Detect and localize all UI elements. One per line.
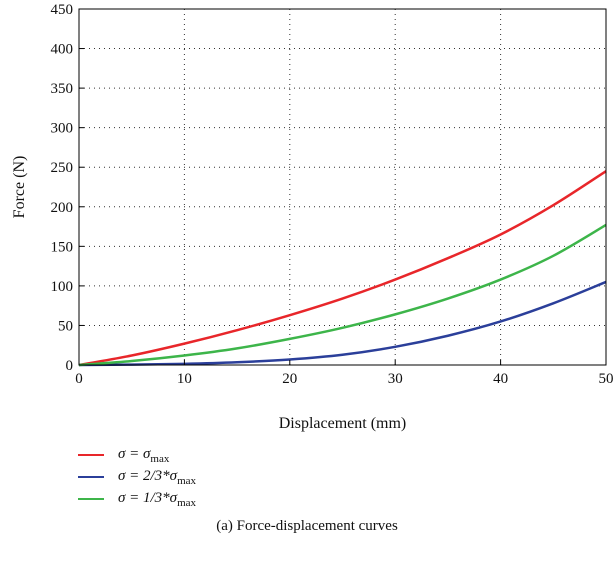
y-tick-label: 350 — [51, 81, 74, 97]
legend-label-main: σ = 2/3*σ — [118, 467, 178, 484]
legend-swatch-red — [78, 454, 104, 456]
legend-item-sigma-max: σ = σmax — [78, 444, 196, 466]
y-tick-label: 200 — [51, 200, 74, 216]
series-line-sigma-two-thirds — [78, 280, 607, 367]
legend: σ = σmax σ = 2/3*σmax σ = 1/3*σmax — [78, 444, 196, 510]
x-tick-label: 50 — [599, 371, 614, 387]
x-axis-label: Displacement (mm) — [279, 415, 407, 432]
x-tick-label: 0 — [75, 371, 83, 387]
legend-label-sub: max — [177, 474, 197, 487]
legend-label-sub: max — [177, 496, 197, 509]
x-tick-label: 30 — [388, 371, 403, 387]
legend-label-main: σ = 1/3*σ — [118, 489, 178, 506]
y-tick-label: 0 — [66, 358, 74, 374]
y-tick-label: 150 — [51, 239, 74, 255]
series-line-sigma-one-third — [78, 223, 607, 367]
y-tick-label: 50 — [58, 318, 73, 334]
legend-label-main: σ = σ — [118, 445, 151, 462]
tick-marks — [78, 8, 607, 366]
legend-swatch-green — [78, 498, 104, 500]
legend-swatch-blue — [78, 476, 104, 478]
plot-frame — [78, 8, 607, 366]
y-tick-label: 250 — [51, 160, 74, 176]
y-axis-label: Force (N) — [11, 156, 28, 219]
series-lines — [78, 170, 607, 367]
y-tick-label: 450 — [51, 2, 74, 18]
y-tick-label: 100 — [51, 279, 74, 295]
x-tick-label: 40 — [493, 371, 508, 387]
x-tick-label: 20 — [282, 371, 297, 387]
legend-label: σ = σmax — [118, 446, 169, 465]
tick-labels: 0 10 20 30 40 50 0 50 100 150 200 250 300 350 400 450 — [51, 2, 614, 387]
legend-item-sigma-one-third: σ = 1/3*σmax — [78, 488, 196, 510]
y-tick-label: 400 — [51, 42, 74, 58]
y-tick-label: 300 — [51, 121, 74, 137]
legend-item-sigma-two-thirds: σ = 2/3*σmax — [78, 466, 196, 488]
legend-label: σ = 2/3*σmax — [118, 468, 196, 487]
legend-label: σ = 1/3*σmax — [118, 490, 196, 509]
x-tick-label: 10 — [177, 371, 192, 387]
figure-caption: (a) Force-displacement curves — [216, 518, 398, 534]
legend-label-sub: max — [150, 452, 170, 465]
series-line-sigma-max — [78, 170, 607, 367]
